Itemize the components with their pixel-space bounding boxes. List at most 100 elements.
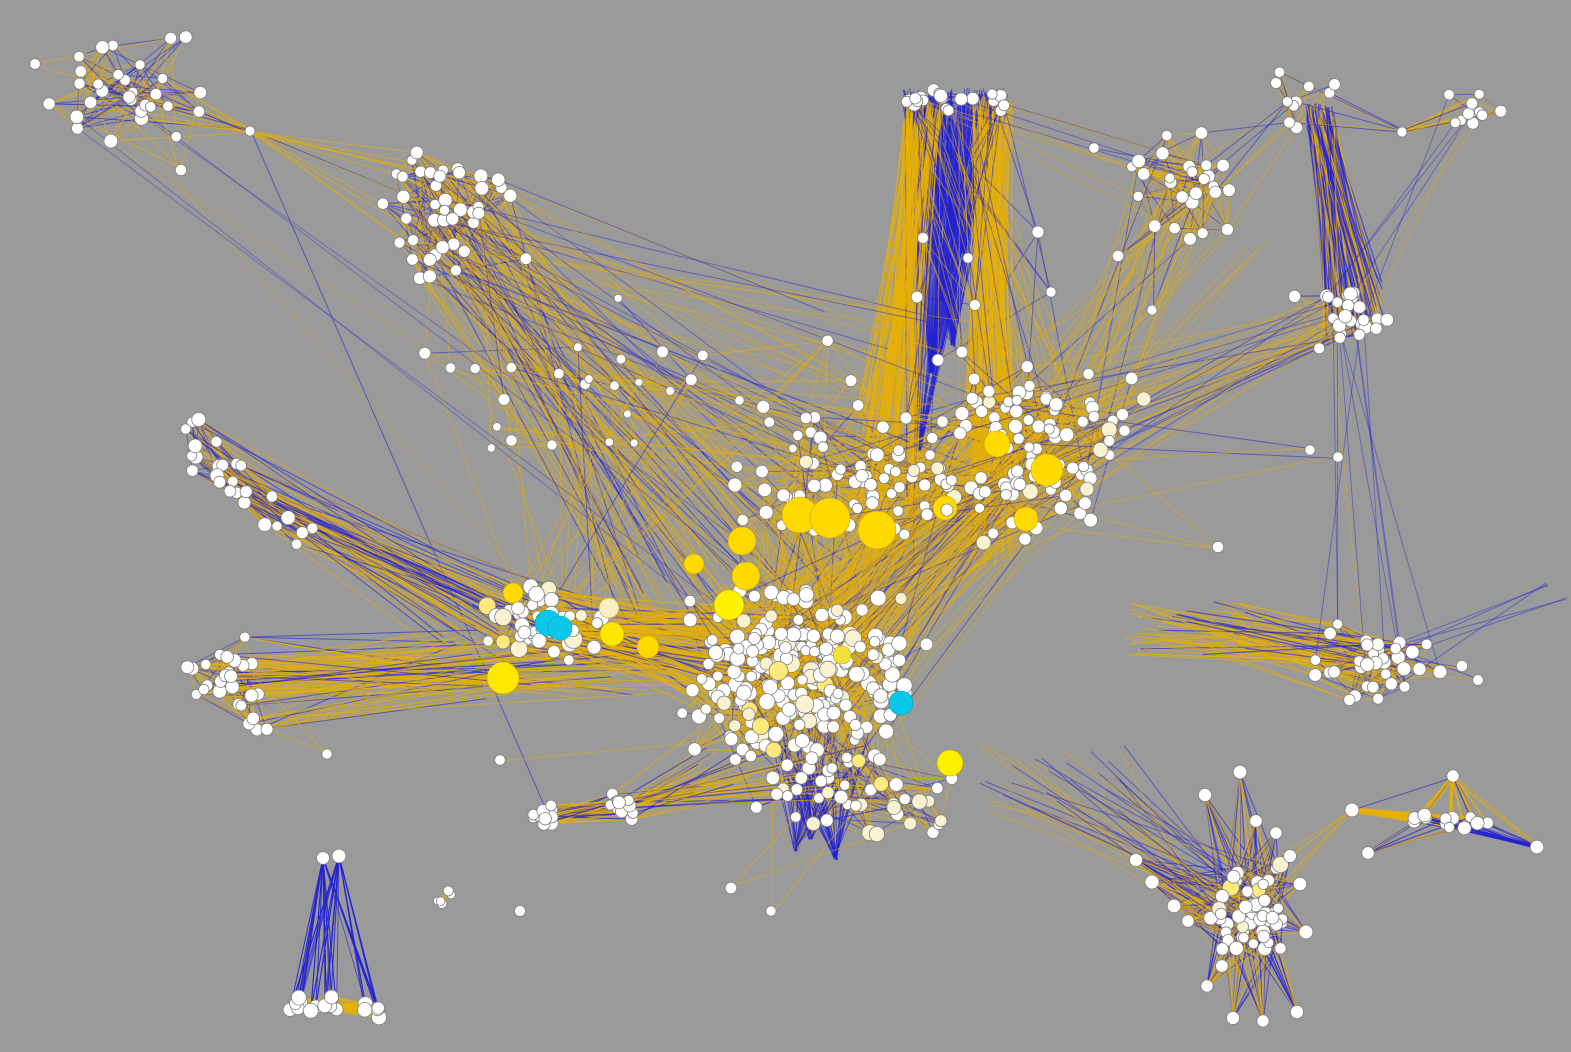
graph-edge <box>1214 84 1335 193</box>
graph-edge <box>405 218 782 657</box>
graph-edge <box>617 297 692 381</box>
graph-edge <box>945 107 1139 197</box>
graph-edge <box>864 121 937 411</box>
graph-edge <box>203 684 685 691</box>
graph-edge <box>412 239 758 645</box>
graph-edge <box>435 185 687 618</box>
graph-edge <box>963 167 975 380</box>
graph-edge <box>244 636 454 643</box>
graph-edge <box>162 78 249 131</box>
graph-edge <box>399 242 655 622</box>
graph-edge <box>940 95 1144 175</box>
graph-edge <box>266 728 327 753</box>
graph-edge <box>1309 105 1338 288</box>
graph-edge <box>464 250 900 311</box>
graph-edge <box>406 218 794 449</box>
graph-edge <box>669 390 799 527</box>
graph-edge <box>1117 227 1175 256</box>
graph-edge <box>434 204 654 616</box>
graph-edge <box>509 195 725 608</box>
graph-edge <box>1315 674 1379 700</box>
graph-edge <box>434 204 512 368</box>
graph-edge <box>480 175 802 582</box>
graph-edge <box>557 379 692 635</box>
graph-edge <box>971 201 1193 399</box>
graph-edge <box>196 693 254 719</box>
graph-edge <box>90 101 252 134</box>
graph-edge <box>497 179 560 374</box>
graph-edge <box>439 175 738 468</box>
graph-edge <box>958 126 961 434</box>
graph-edge <box>460 209 788 564</box>
graph-edge <box>500 726 867 762</box>
graph-edge <box>827 340 963 414</box>
graph-edge <box>250 668 632 698</box>
graph-edge <box>861 105 909 437</box>
graph-edge <box>198 419 547 610</box>
graph-edge <box>1088 229 1228 375</box>
graph-edge <box>450 367 736 486</box>
graph-edge <box>816 513 1081 751</box>
graph-edge <box>110 38 172 142</box>
graph-edge <box>974 104 1003 306</box>
graph-edge <box>533 355 704 634</box>
graph-edge <box>698 405 859 717</box>
graph-edge <box>794 771 864 849</box>
graph-edge <box>139 64 201 94</box>
graph-edge <box>705 708 751 724</box>
graph-edge <box>244 629 478 638</box>
graph-edge <box>1294 296 1320 349</box>
graph-edge <box>1279 71 1404 132</box>
graph-edge <box>1083 225 1156 467</box>
graph-edge <box>232 653 473 688</box>
graph-edge <box>141 118 251 133</box>
graph-edge <box>162 38 172 79</box>
graph-edge <box>236 463 551 601</box>
graph-edge <box>416 152 979 367</box>
graph-edge <box>634 442 807 463</box>
graph-edge <box>78 56 142 119</box>
graph-edge <box>429 172 695 621</box>
graph-edge <box>251 131 445 211</box>
graph-edge <box>792 447 863 477</box>
graph-edge <box>253 657 640 719</box>
graph-edge <box>434 204 451 368</box>
graph-edge <box>860 123 905 511</box>
graph-edge <box>588 378 595 648</box>
graph-edge <box>455 269 824 448</box>
graph-edge <box>1214 122 1290 193</box>
graph-edge <box>522 355 704 613</box>
graph-edge <box>794 749 803 851</box>
graph-edge <box>868 638 879 837</box>
graph-edge <box>403 196 635 444</box>
graph-edge <box>731 816 797 888</box>
graph-edge <box>509 195 553 446</box>
graph-edge <box>1003 104 1207 166</box>
graph-edge <box>472 211 512 368</box>
graph-edge <box>1118 171 1193 259</box>
graph-edge <box>770 479 942 593</box>
graph-edge <box>1318 120 1378 326</box>
graph-edge <box>198 419 501 627</box>
graph-edge <box>1295 101 1401 131</box>
graph-edge <box>742 373 1089 750</box>
graph-edge <box>1332 121 1382 305</box>
graph-edge <box>812 378 975 464</box>
graph-edge <box>457 168 775 663</box>
graph-edge <box>980 152 1050 461</box>
graph-edge <box>457 168 862 384</box>
graph-edge <box>180 92 201 171</box>
graph-edge <box>885 99 919 437</box>
graph-edge <box>740 454 1110 701</box>
graph-edge <box>455 270 784 630</box>
graph-edge <box>473 222 740 401</box>
graph-edge <box>1214 101 1288 193</box>
graph-edge <box>434 254 641 646</box>
graph-edge <box>1318 125 1364 283</box>
graph-edge <box>878 426 1016 698</box>
graph-edge <box>898 391 1020 456</box>
graph-edge <box>873 108 913 443</box>
graph-edge <box>442 246 841 470</box>
